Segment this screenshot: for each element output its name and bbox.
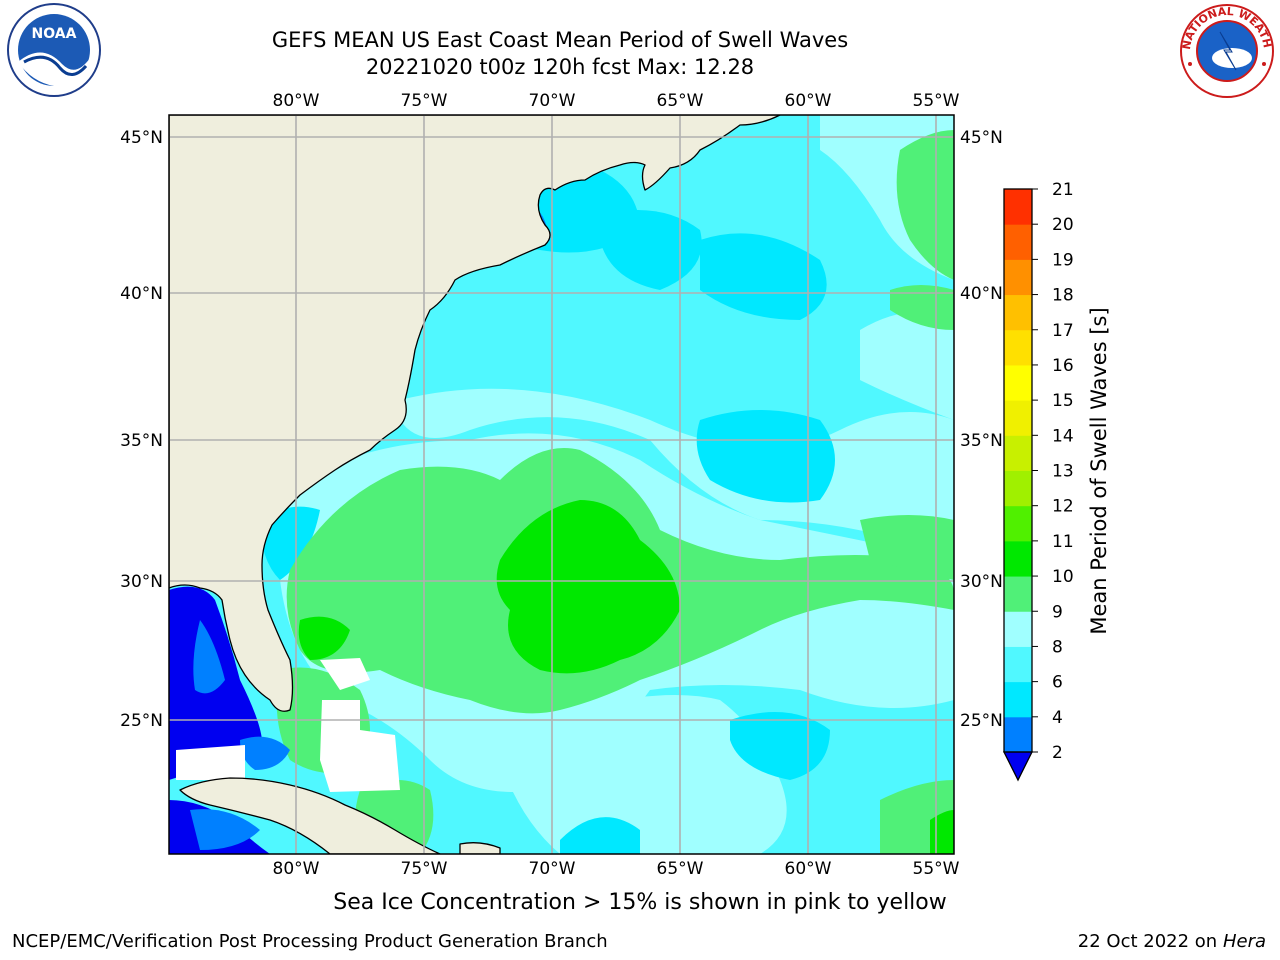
colorbar-tick-label: 16 [1052,356,1074,376]
colorbar-under-arrow [1002,751,1034,782]
colorbar-tick-label: 12 [1052,497,1074,517]
colorbar-bin [1004,294,1032,331]
colorbar-tick-label: 10 [1052,567,1074,587]
lon-label-bottom: 55°W [913,859,960,879]
footer-date: 22 Oct 2022 on Hera [1078,931,1266,952]
lon-label-top: 70°W [529,91,576,111]
colorbar-bin [1004,470,1032,507]
colorbar-tick-label: 18 [1052,286,1074,306]
colorbar-bin [1004,189,1032,225]
lat-label-left: 30°N [120,572,163,592]
lon-label-top: 75°W [401,91,448,111]
lon-label-bottom: 75°W [401,859,448,879]
lat-label-left: 35°N [120,431,163,451]
colorbar-bin [1004,576,1032,612]
colorbar-bin [1004,224,1032,260]
lon-label-bottom: 70°W [529,859,576,879]
colorbar-tick-label: 13 [1052,462,1074,482]
lat-label-left: 25°N [120,711,163,731]
colorbar-tick-label: 2 [1052,743,1063,763]
lon-label-top: 60°W [785,91,832,111]
footer-machine: Hera [1222,931,1266,952]
colorbar-bin [1004,364,1032,401]
colorbar-tick-label: 21 [1052,180,1074,200]
lon-label-top: 80°W [273,91,320,111]
axis-labels: 80°W 80°W 75°W 75°W 70°W 70°W 65°W 65°W 60°W 60°W… [120,91,1003,879]
nws-logo-icon: NATIONAL WEATHER SERVICE [1176,2,1274,98]
lon-label-top: 55°W [913,91,960,111]
lat-label-right: 45°N [960,128,1003,148]
colorbar-tick-label: 20 [1052,215,1074,235]
sea-ice-note: Sea Ice Concentration > 15% is shown in … [333,890,947,915]
lat-label-right: 30°N [960,572,1003,592]
map-frame [168,114,955,855]
colorbar-label: Mean Period of Swell Waves [s] [1087,307,1111,634]
colorbar-bin [1004,435,1032,471]
landmass [169,115,781,854]
footer-credit: NCEP/EMC/Verification Post Processing Pr… [12,931,608,952]
chart-subtitle: 20221020 t00z 120h fcst Max: 12.28 [365,55,755,79]
colorbar-bin [1004,646,1032,683]
colorbar-bin [1004,611,1032,647]
lon-label-bottom: 60°W [785,859,832,879]
lat-label-right: 40°N [960,284,1003,304]
graticule [169,115,954,854]
colorbar-tick-label: 9 [1052,602,1063,622]
noaa-logo-text: NOAA [32,26,77,42]
colorbar-tick-label: 15 [1052,391,1074,411]
lon-label-bottom: 80°W [273,859,320,879]
colorbar: 2 4 6 8 9 10 11 12 13 14 15 16 17 18 19 20 21 [1002,180,1074,782]
map-field [169,115,954,854]
noaa-logo-icon: NOAA [7,3,101,97]
colorbar-bin [1004,540,1032,577]
colorbar-tick-label: 11 [1052,532,1074,552]
colorbar-bin [1004,259,1032,296]
chart-title: GEFS MEAN US East Coast Mean Period of S… [271,28,849,52]
colorbar-bin [1004,400,1032,436]
footer-date-text: 22 Oct 2022 on [1077,931,1223,952]
lat-label-left: 45°N [120,128,163,148]
lon-label-bottom: 65°W [657,859,704,879]
colorbar-bin [1004,505,1032,542]
lon-label-top: 65°W [657,91,704,111]
lat-label-right: 35°N [960,431,1003,451]
colorbar-tick-label: 4 [1052,708,1063,728]
colorbar-tick-label: 8 [1052,637,1063,657]
colorbar-bin [1004,716,1032,753]
colorbar-tick-label: 14 [1052,426,1074,446]
lat-label-right: 25°N [960,711,1003,731]
lat-label-left: 40°N [120,284,163,304]
colorbar-tick-label: 17 [1052,321,1074,341]
colorbar-bin [1004,329,1032,366]
colorbar-bin [1004,681,1032,718]
colorbar-tick-label: 19 [1052,250,1074,270]
colorbar-tick-label: 6 [1052,673,1063,693]
